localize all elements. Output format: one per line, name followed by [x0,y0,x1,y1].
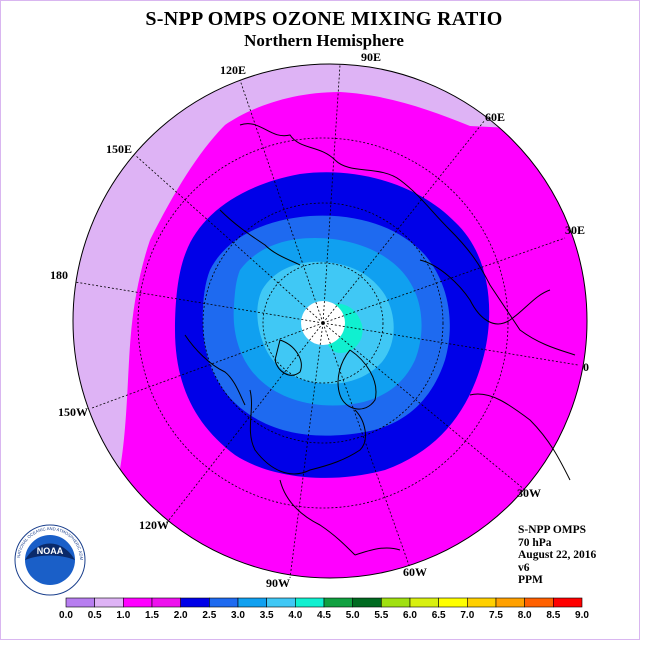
colorbar-tick-label: 3.5 [260,610,274,621]
colorbar-tick-label: 4.0 [288,610,302,621]
meridian [91,322,324,409]
map-boundary [72,63,588,579]
colorbar-tick-label: 2.0 [174,610,188,621]
figure-subtitle: Northern Hemisphere [244,31,404,50]
colorbar-swatch [352,597,382,608]
info-units: PPM [518,574,543,586]
ozone-field [73,64,587,578]
colorbar-tick-label: 8.0 [518,610,532,621]
logo-bird [25,543,75,560]
meridian [74,281,324,324]
colorbar-swatch [467,597,497,608]
lon-label-0: 0 [583,360,589,374]
meridian [322,322,579,366]
colorbar-swatch [495,597,525,608]
colorbar-tick-label: 0.5 [88,610,102,621]
logo-globe [25,535,75,585]
colorbar-tick-label: 1.0 [116,610,130,621]
colorbar-swatch [65,597,95,608]
colorbar-swatch [266,597,296,608]
colorbar-tick-label: 5.0 [346,610,360,621]
colorbar-swatch [295,597,325,608]
coastlines [184,123,576,556]
colorbar-swatch [409,597,439,608]
colorbar-swatch [94,597,124,608]
colorbar-tick-label: 1.5 [145,610,159,621]
coastline-africa [469,393,571,481]
lon-label-30w: 30W [517,486,541,500]
latitude-circle [137,137,509,509]
colorbar-tick-label: 9.0 [575,610,589,621]
colorbar-swatch [553,597,583,608]
noaa-logo: NOAA NATIONAL OCEANIC AND ATMOSPHERIC AD… [14,524,86,596]
meridian [322,237,566,324]
coastline-arctic-islands [274,339,302,376]
colorbar-swatch [209,597,239,608]
colorbar-swatch [323,597,353,608]
colorbar-swatch [151,597,181,608]
colorbar-swatch [237,597,267,608]
info-date: August 22, 2016 [518,549,597,561]
lon-label-90w: 90W [266,576,290,590]
colorbar-swatch [438,597,468,608]
latitude-circle [262,262,384,384]
colorbar-tick-label: 5.5 [374,610,388,621]
coastline-north-america [249,389,366,475]
colorbar-swatch [381,597,411,608]
meridian [322,322,411,569]
lon-label-120e: 120E [220,63,247,77]
colorbar-tick-label: 7.5 [489,610,503,621]
product-info: S-NPP OMPS 70 hPa August 22, 2016 v6 PPM [518,524,596,587]
lon-label-60w: 60W [403,565,427,579]
figure-frame [0,0,640,640]
lon-label-30e: 30E [565,223,586,237]
coastline-central-america [279,479,356,556]
info-level: 70 hPa [518,536,552,549]
meridian [289,322,324,579]
coastline-greenland [337,349,377,410]
coastline-europe [419,259,551,325]
colorbar-tick-label: 7.0 [460,610,474,621]
lon-label-120w: 120W [139,518,169,532]
graticule [74,64,579,579]
colorbar: 0.0 0.5 1.0 1.5 2.0 2.5 3.0 3.5 4.0 4.5 5.0 5.5 6.0 6… [59,597,589,621]
meridian [239,79,324,324]
lon-label-90e: 90E [361,50,382,64]
lon-label-150w: 150W [58,405,88,419]
colorbar-tick-label: 0.0 [59,610,73,621]
field-outer-lavender [73,64,587,480]
meridian [322,64,341,324]
coastline-eurasia [239,123,576,356]
coastline-asia-east [219,209,301,266]
info-version: v6 [518,561,530,574]
coastline-alaska [184,334,246,406]
logo-center-text: NOAA [37,546,64,556]
meridian [164,322,324,526]
meridian [322,119,486,324]
colorbar-tick-label: 6.5 [432,610,446,621]
lon-label-180: 180 [50,268,68,282]
lon-label-150e: 150E [106,142,133,156]
colorbar-tick-label: 2.5 [202,610,216,621]
colorbar-tick-label: 8.5 [546,610,560,621]
colorbar-swatch [180,597,210,608]
figure-title: S-NPP OMPS OZONE MIXING RATIO [145,8,503,30]
colorbar-tick-label: 6.0 [403,610,417,621]
coastline-south-america [354,547,401,556]
latitude-circle [202,202,444,444]
colorbar-swatch [123,597,153,608]
info-instrument: S-NPP OMPS [518,524,587,536]
colorbar-swatch [524,597,554,608]
lon-label-60e: 60E [485,110,506,124]
colorbar-tick-label: 3.0 [231,610,245,621]
colorbar-tick-label: 4.5 [317,610,331,621]
